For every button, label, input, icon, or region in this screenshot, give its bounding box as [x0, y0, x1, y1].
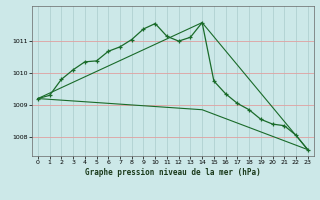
X-axis label: Graphe pression niveau de la mer (hPa): Graphe pression niveau de la mer (hPa): [85, 168, 261, 177]
